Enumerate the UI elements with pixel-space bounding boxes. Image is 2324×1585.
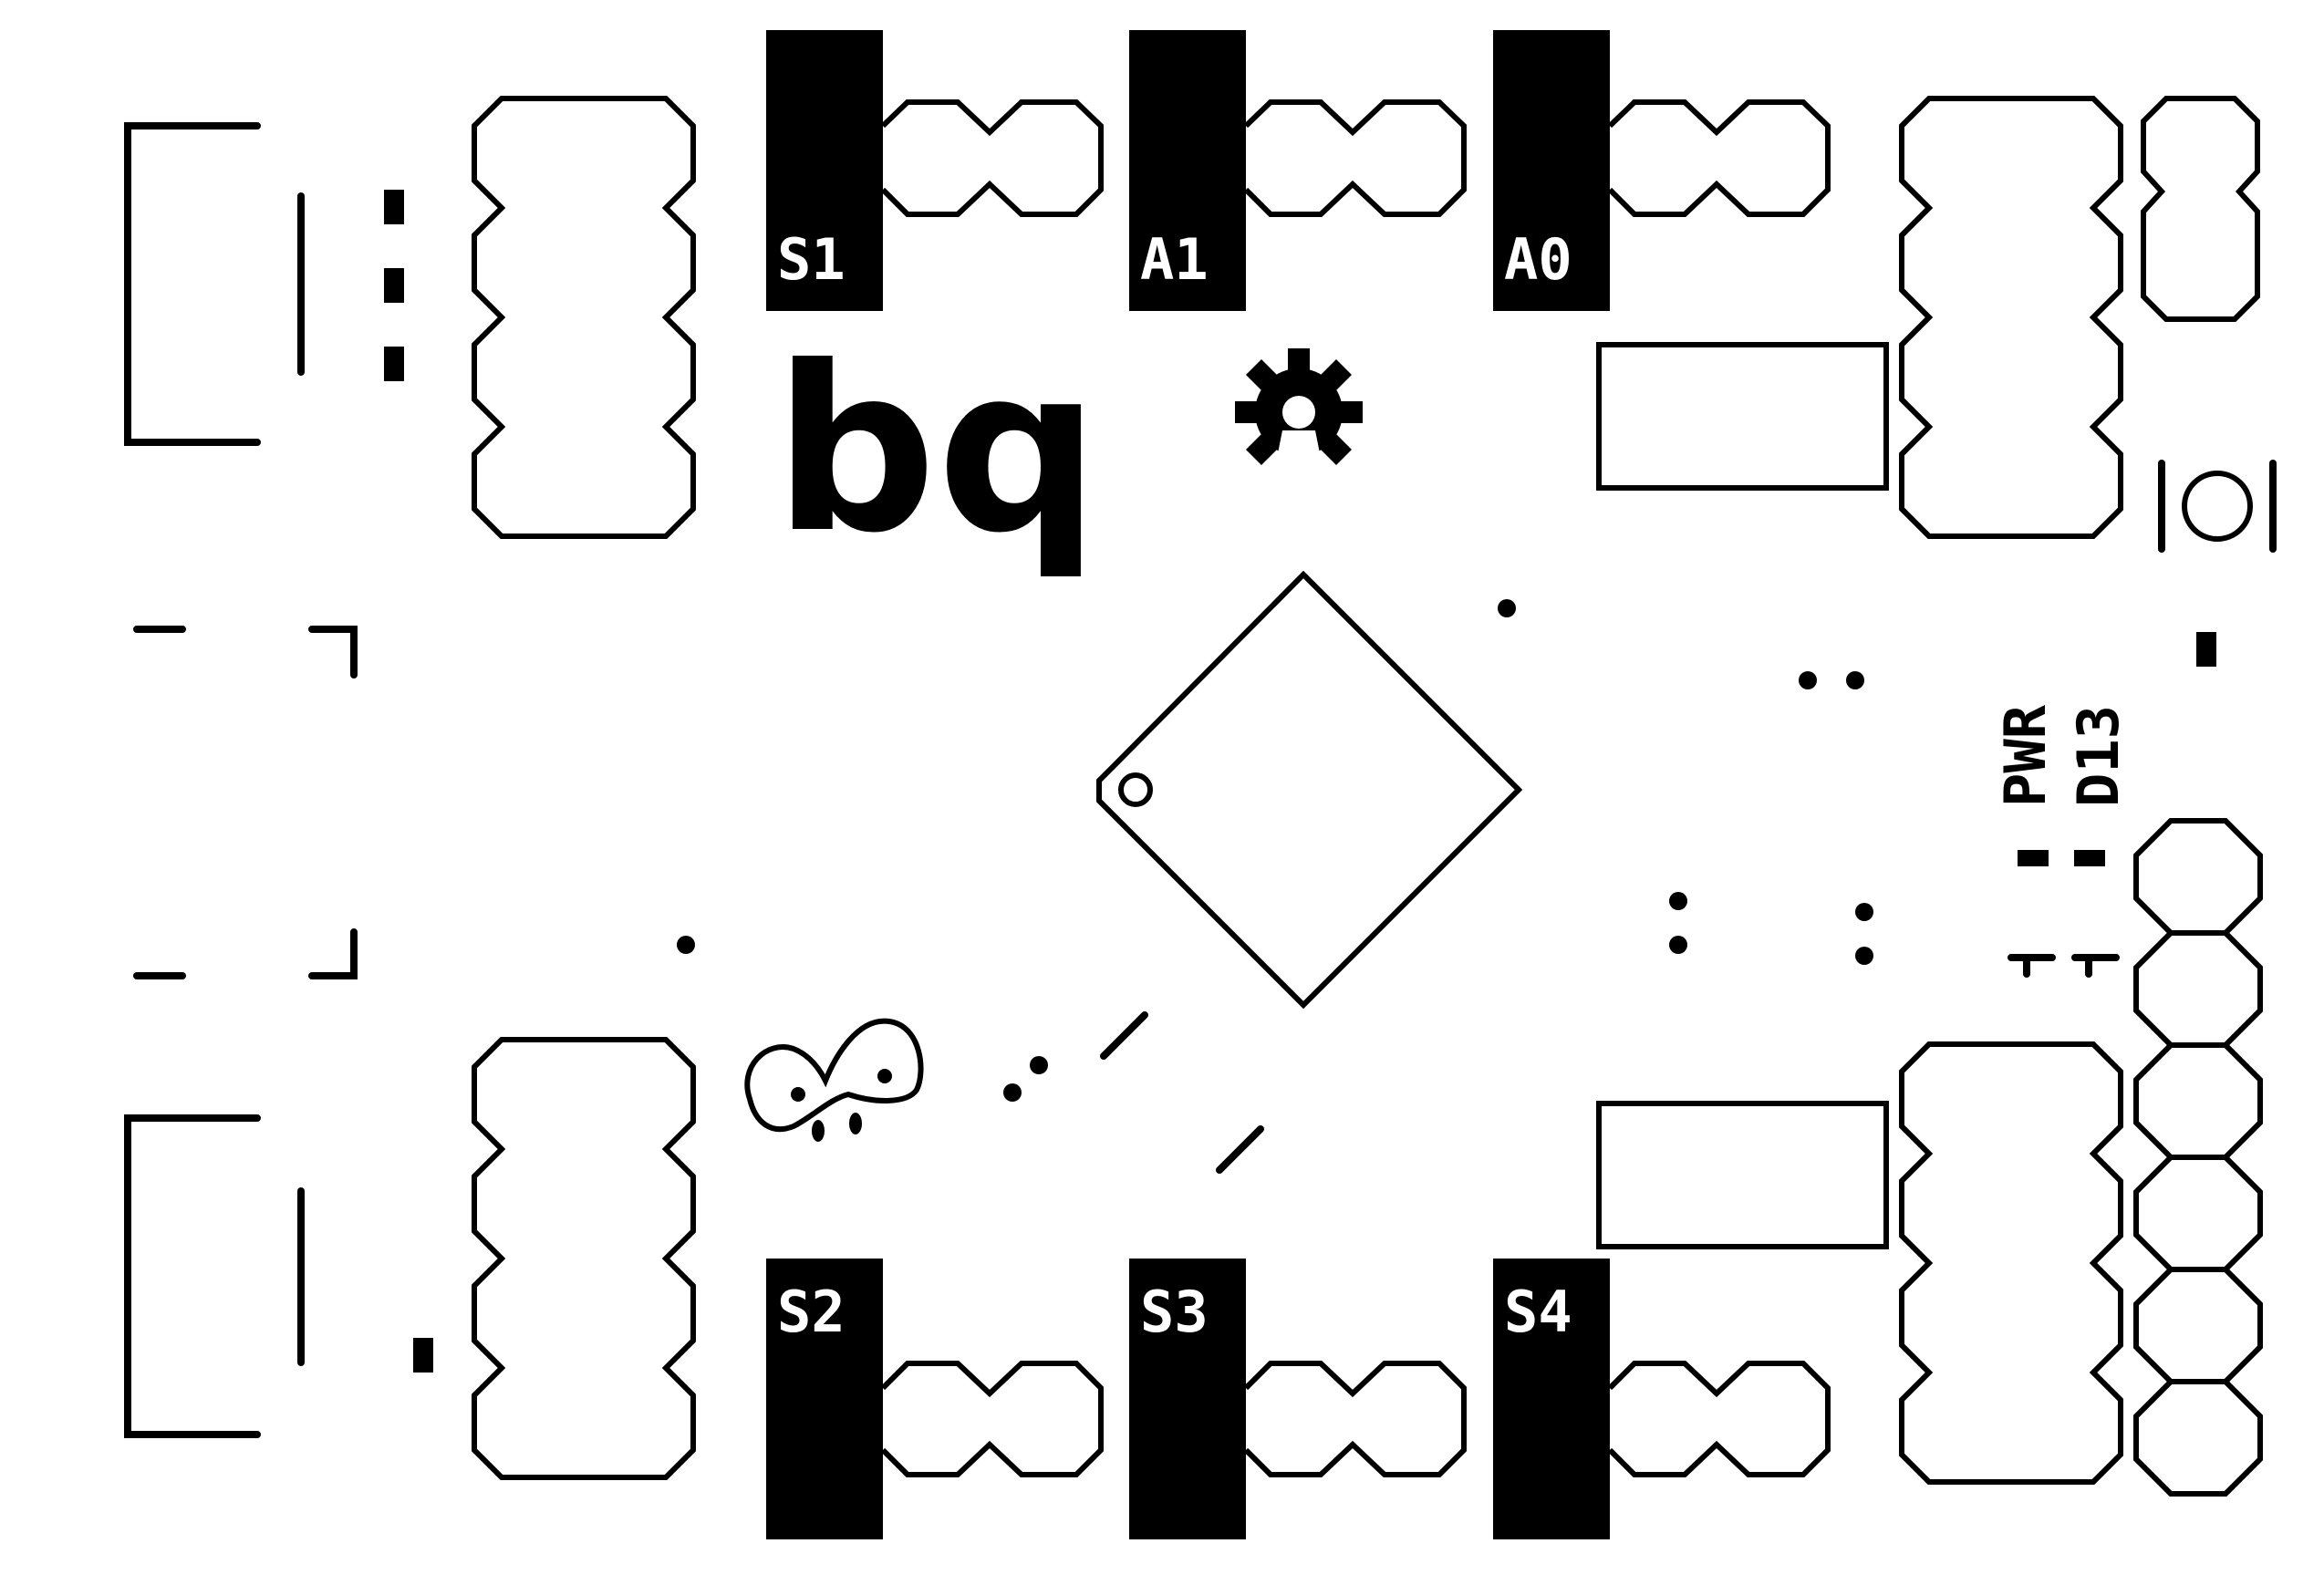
microcontroller-chip-outline — [1096, 570, 1523, 1010]
tab-s1: S1 — [766, 30, 1104, 311]
label-a0: A0 — [1504, 226, 1572, 293]
corner-marks-left — [133, 626, 358, 979]
pin-header-top-right — [1899, 96, 2123, 539]
pin-header-bottom-right — [1899, 1041, 2123, 1485]
pin-header-small-top-right — [2141, 96, 2260, 322]
pin-header-top-left — [472, 96, 696, 539]
octagon-pad-column — [2133, 818, 2263, 1497]
bq-logo: bq — [773, 317, 1100, 583]
label-s1: S1 — [777, 226, 846, 293]
label-d13: D13 — [2065, 705, 2132, 807]
open-hardware-gear-icon — [1235, 348, 1363, 485]
label-s2: S2 — [777, 1279, 846, 1345]
led-indicators: PWR D13 — [1992, 704, 2132, 978]
label-pwr: PWR — [1992, 704, 2059, 807]
tab-s4: S4 — [1493, 1259, 1831, 1539]
bottom-left-connector-outline — [124, 1114, 433, 1438]
label-s4: S4 — [1504, 1279, 1572, 1345]
tab-a1: A1 — [1129, 30, 1467, 311]
small-pads — [677, 599, 2216, 1174]
component-rect-bottom — [1596, 1101, 1889, 1249]
right-oscillator-symbol — [2158, 460, 2277, 553]
tab-a0: A0 — [1493, 30, 1831, 311]
tab-s3: S3 — [1129, 1259, 1467, 1539]
pin-header-bottom-left — [472, 1037, 696, 1480]
label-s3: S3 — [1140, 1279, 1209, 1345]
top-left-connector-outline — [124, 122, 404, 446]
component-rect-top — [1596, 342, 1889, 491]
tab-s2: S2 — [766, 1259, 1104, 1539]
robot-mascot-icon — [744, 1018, 924, 1142]
label-a1: A1 — [1140, 226, 1209, 293]
